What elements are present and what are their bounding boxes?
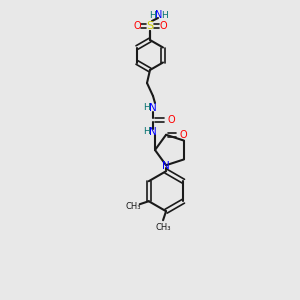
Text: O: O xyxy=(159,21,167,31)
Text: S: S xyxy=(146,21,154,31)
Text: N: N xyxy=(149,127,157,137)
Text: N: N xyxy=(149,103,157,113)
Text: O: O xyxy=(133,21,141,31)
Text: H: H xyxy=(142,128,149,136)
Text: N: N xyxy=(162,161,170,171)
Text: CH₃: CH₃ xyxy=(126,202,142,211)
Text: H: H xyxy=(162,11,168,20)
Text: H: H xyxy=(150,11,156,20)
Text: O: O xyxy=(179,130,187,140)
Text: N: N xyxy=(155,10,163,20)
Text: H: H xyxy=(142,103,149,112)
Text: CH₃: CH₃ xyxy=(155,223,171,232)
Text: O: O xyxy=(167,115,175,125)
